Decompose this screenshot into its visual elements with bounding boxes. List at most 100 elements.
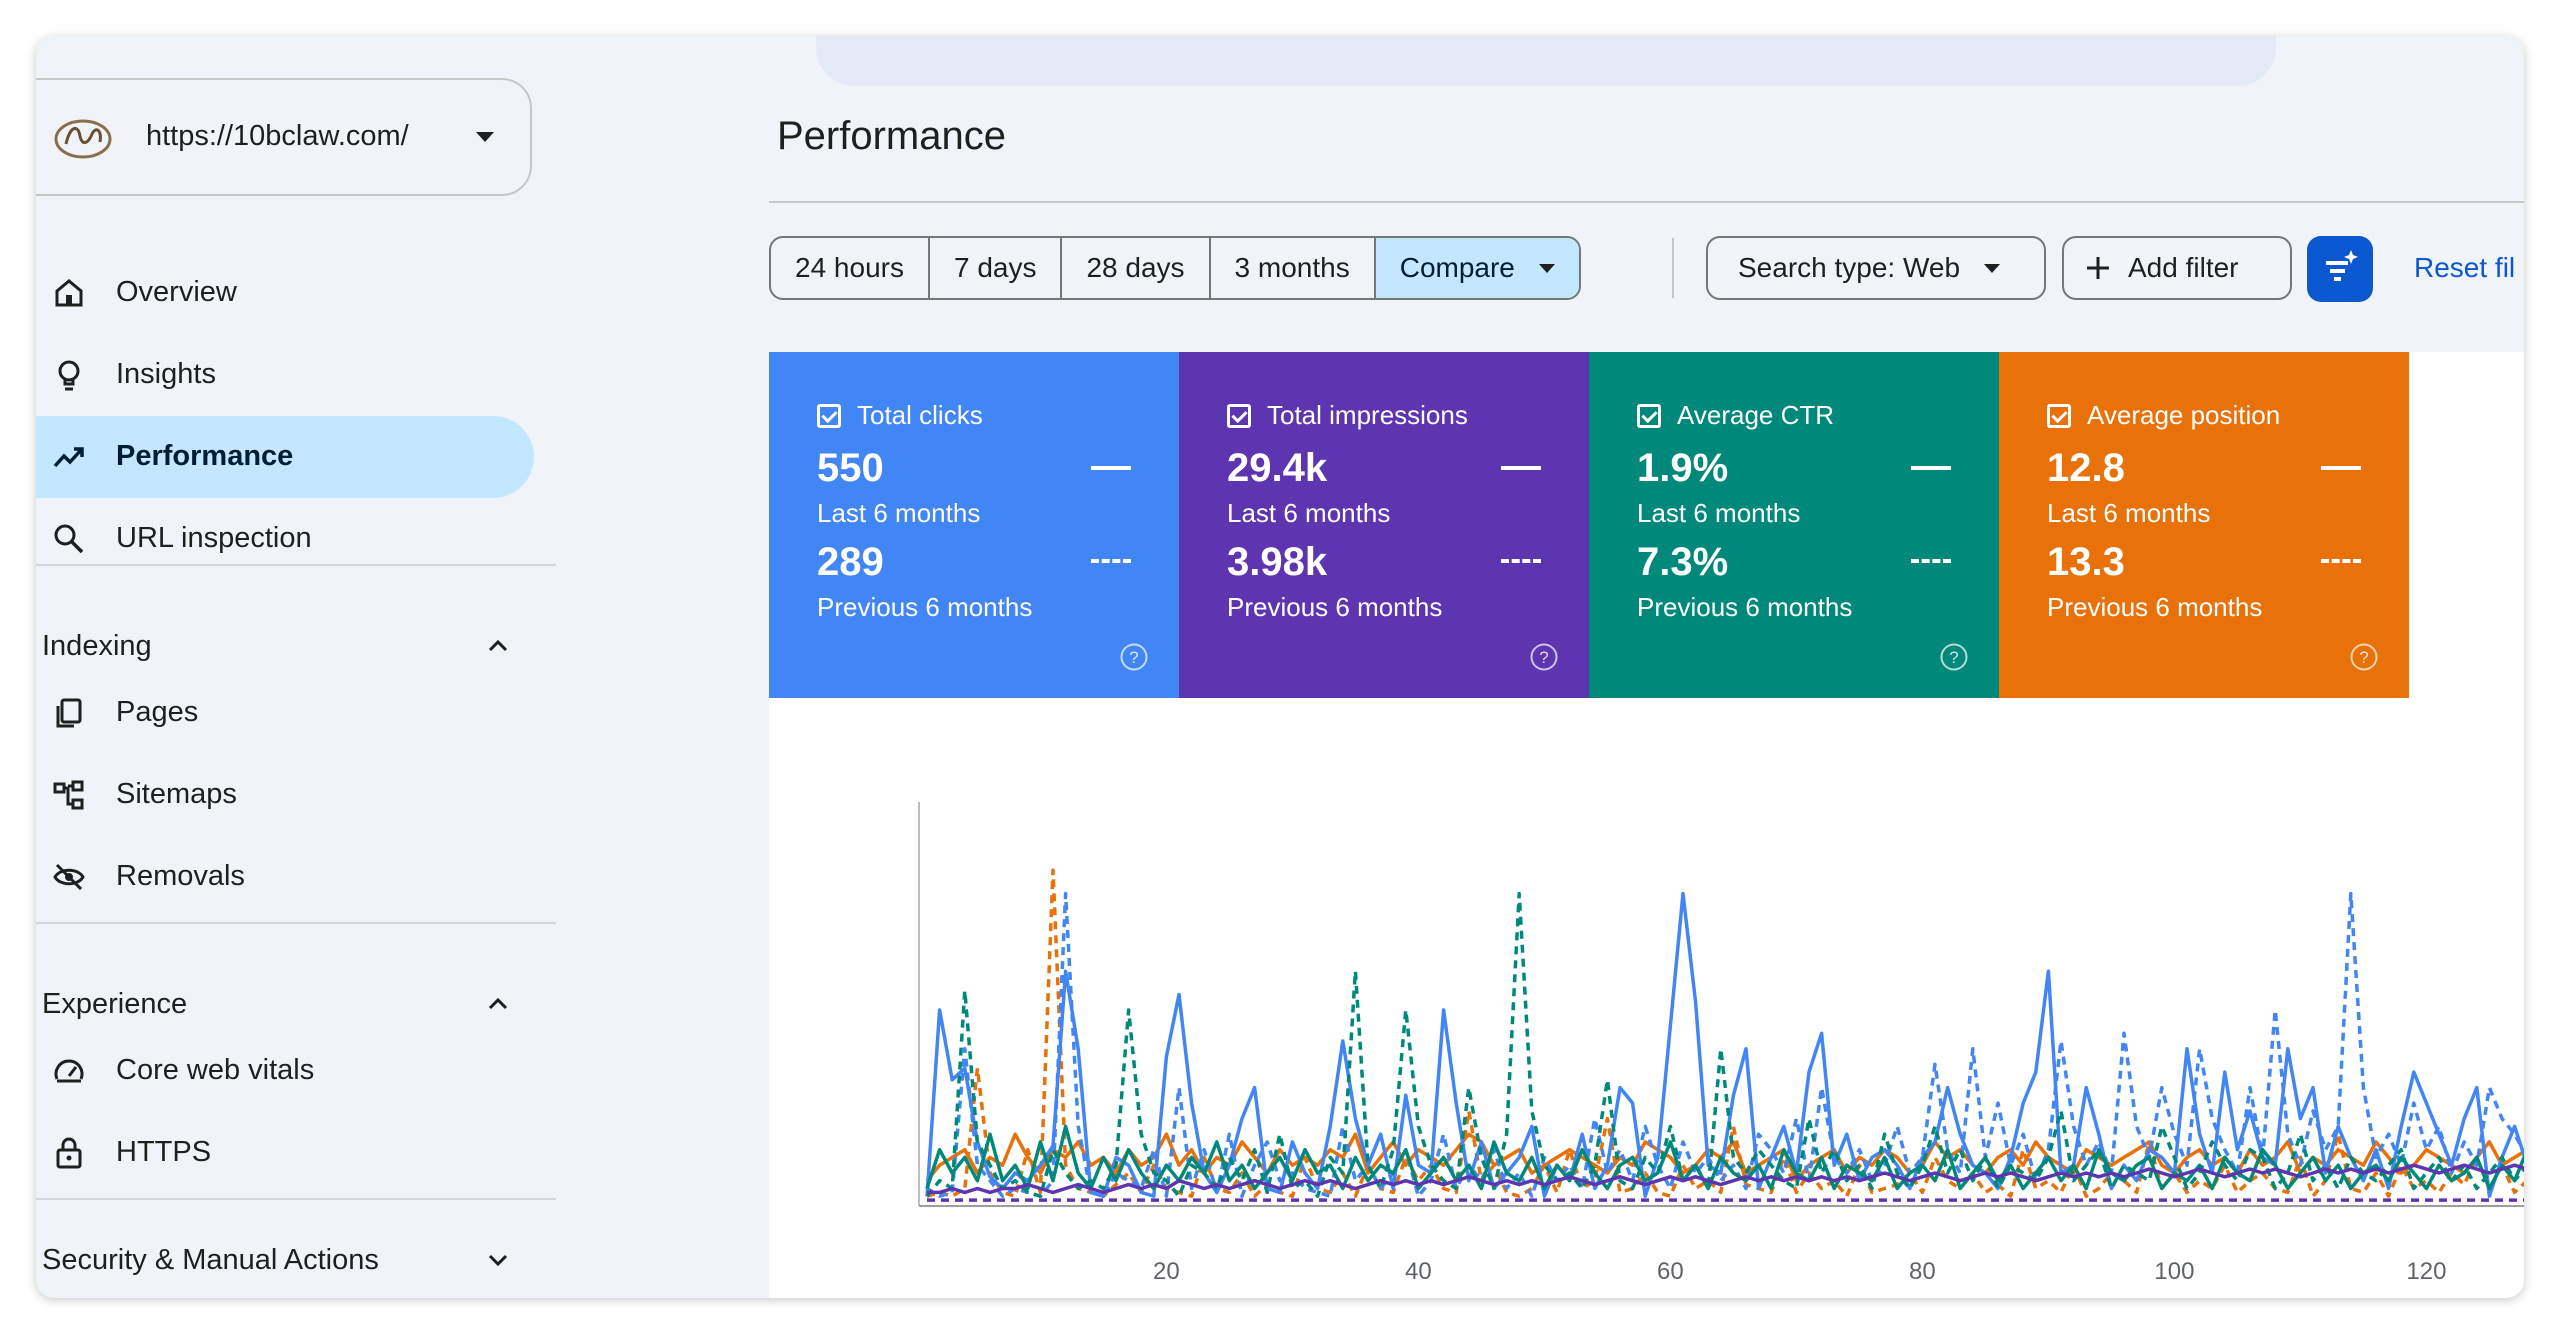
metric-previous-label: Previous 6 months bbox=[1637, 592, 1853, 622]
nav-label: Removals bbox=[116, 860, 245, 892]
x-tick-label: 80 bbox=[1909, 1258, 1936, 1285]
nav-core-web-vitals[interactable]: Core web vitals bbox=[36, 1030, 534, 1112]
gauge-icon bbox=[54, 1059, 84, 1083]
property-selector[interactable]: https://10bclaw.com/ bbox=[36, 78, 532, 196]
date-range-group: 24 hours 7 days 28 days 3 months Compare bbox=[769, 236, 1581, 300]
range-7-days[interactable]: 7 days bbox=[930, 238, 1063, 298]
nav-https[interactable]: HTTPS bbox=[36, 1112, 534, 1194]
reset-filters-link[interactable]: Reset fil bbox=[2414, 252, 2516, 283]
nav-label: URL inspection bbox=[116, 522, 312, 554]
nav-url-inspection[interactable]: URL inspection bbox=[36, 498, 534, 580]
series-line-6-solid bbox=[927, 1163, 2524, 1195]
dashed-line-legend bbox=[1911, 559, 1951, 563]
sitemap-icon bbox=[53, 780, 84, 810]
section-title: Security & Manual Actions bbox=[42, 1244, 379, 1276]
search-type-label: Search type: Web bbox=[1738, 252, 1961, 283]
metric-previous-value: 13.3 bbox=[2047, 540, 2125, 584]
search-bar-edge bbox=[816, 36, 2276, 86]
range-24-hours[interactable]: 24 hours bbox=[771, 238, 930, 298]
dashed-line-legend bbox=[1091, 559, 1131, 563]
metric-previous-value: 3.98k bbox=[1227, 540, 1328, 584]
range-3-months[interactable]: 3 months bbox=[1211, 238, 1376, 298]
add-filter-label: Add filter bbox=[2128, 252, 2239, 283]
x-tick-label: 20 bbox=[1153, 1258, 1180, 1285]
checkbox-icon bbox=[2047, 404, 2071, 428]
solid-line-legend bbox=[1501, 466, 1541, 470]
metric-current-value: 29.4k bbox=[1227, 446, 1328, 490]
help-icon[interactable]: ? bbox=[1939, 642, 1969, 672]
metric-current-value: 1.9% bbox=[1637, 446, 1729, 490]
metric-title: Average CTR bbox=[1677, 400, 1835, 430]
metric-card-total-clicks[interactable]: Total clicks 550 Last 6 months 289 Previ… bbox=[769, 352, 1179, 698]
series-layer bbox=[925, 868, 2524, 1202]
metric-previous-label: Previous 6 months bbox=[1227, 592, 1443, 622]
nav-divider bbox=[36, 564, 556, 566]
nav-sitemaps[interactable]: Sitemaps bbox=[36, 754, 534, 836]
metric-card-average-ctr[interactable]: Average CTR 1.9% Last 6 months 7.3% Prev… bbox=[1589, 352, 1999, 698]
series-line-2-solid bbox=[925, 891, 2524, 1198]
x-tick-label: 100 bbox=[2154, 1258, 2194, 1285]
solid-line-legend bbox=[1911, 466, 1951, 470]
nav-overview[interactable]: Overview bbox=[36, 252, 534, 334]
filter-sparkle-button[interactable] bbox=[2307, 236, 2373, 302]
checkbox-icon bbox=[817, 404, 841, 428]
nav-performance[interactable]: Performance bbox=[36, 416, 534, 498]
nav-label: Performance bbox=[116, 440, 294, 472]
nav-label: Overview bbox=[116, 276, 237, 308]
help-icon[interactable]: ? bbox=[1119, 642, 1149, 672]
metric-current-label: Last 6 months bbox=[2047, 498, 2211, 528]
nav-insights[interactable]: Insights bbox=[36, 334, 534, 416]
range-label: 24 hours bbox=[795, 252, 904, 283]
metric-previous-label: Previous 6 months bbox=[817, 592, 1033, 622]
toolbar-separator bbox=[1672, 238, 1674, 298]
app-window: https://10bclaw.com/ Overview Insights P… bbox=[36, 36, 2524, 1298]
metric-previous-value: 7.3% bbox=[1637, 540, 1729, 584]
help-icon[interactable]: ? bbox=[1529, 642, 1559, 672]
tick-layer: 20 40 60 80 100 120 bbox=[1153, 1258, 2446, 1285]
search-type-dropdown[interactable]: Search type: Web bbox=[1706, 236, 2046, 300]
home-icon bbox=[55, 279, 83, 307]
metric-current-label: Last 6 months bbox=[1637, 498, 1801, 528]
range-label: 28 days bbox=[1086, 252, 1185, 283]
title-divider bbox=[769, 201, 2524, 203]
metric-title: Total impressions bbox=[1267, 400, 1468, 430]
metric-card-total-impressions[interactable]: Total impressions 29.4k Last 6 months 3.… bbox=[1179, 352, 1589, 698]
nav-removals[interactable]: Removals bbox=[36, 836, 534, 918]
metric-cards: Total clicks 550 Last 6 months 289 Previ… bbox=[769, 352, 2524, 698]
nav-label: Core web vitals bbox=[116, 1054, 315, 1086]
checkbox-icon bbox=[1637, 404, 1661, 428]
chevron-down-icon bbox=[1538, 263, 1555, 273]
lightbulb-icon bbox=[58, 360, 80, 391]
metric-current-value: 550 bbox=[817, 446, 884, 490]
checkbox-icon bbox=[1227, 404, 1251, 428]
range-compare[interactable]: Compare bbox=[1375, 238, 1579, 298]
solid-line-legend bbox=[1091, 466, 1131, 470]
metric-card-average-position[interactable]: Average position 12.8 Last 6 months 13.3… bbox=[1999, 352, 2409, 698]
metric-title: Total clicks bbox=[857, 400, 983, 430]
metric-current-label: Last 6 months bbox=[1227, 498, 1391, 528]
range-label: 3 months bbox=[1234, 252, 1350, 283]
page-title: Performance bbox=[777, 114, 1006, 158]
lock-icon bbox=[56, 1137, 82, 1169]
performance-chart-svg: 20 40 60 80 100 120 bbox=[918, 802, 2524, 1285]
solid-line-legend bbox=[2321, 466, 2361, 470]
svg-text:?: ? bbox=[1949, 648, 1958, 667]
section-indexing[interactable]: Indexing bbox=[42, 616, 542, 676]
help-icon[interactable]: ? bbox=[2349, 642, 2379, 672]
nav-pages[interactable]: Pages bbox=[36, 672, 534, 754]
metric-title: Average position bbox=[2087, 400, 2281, 430]
range-28-days[interactable]: 28 days bbox=[1062, 238, 1211, 298]
series-line-3-dashed bbox=[926, 891, 2524, 1198]
nav-divider bbox=[36, 922, 556, 924]
svg-text:?: ? bbox=[2359, 648, 2368, 667]
section-title: Experience bbox=[42, 988, 188, 1020]
add-filter-button[interactable]: Add filter bbox=[2062, 236, 2292, 300]
dashed-line-legend bbox=[2321, 559, 2361, 563]
section-experience[interactable]: Experience bbox=[42, 974, 542, 1034]
nav-label: Sitemaps bbox=[116, 778, 237, 810]
nav-label: Pages bbox=[116, 696, 199, 728]
site-logo-icon bbox=[54, 119, 112, 159]
section-security[interactable]: Security & Manual Actions bbox=[42, 1230, 542, 1290]
x-tick-label: 60 bbox=[1657, 1258, 1684, 1285]
chevron-down-icon bbox=[488, 1254, 508, 1267]
